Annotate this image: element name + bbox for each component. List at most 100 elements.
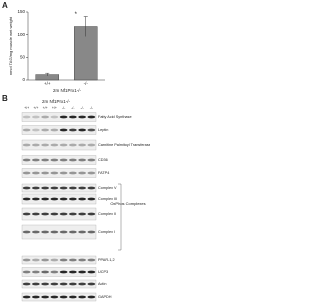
band [78,143,87,147]
band [68,282,77,286]
band [31,197,40,201]
lane-label: -/- [80,106,84,110]
band [87,295,96,299]
band [22,158,31,162]
band [41,282,50,286]
band [68,128,77,132]
band [59,128,68,132]
band [87,171,96,175]
band [78,158,87,162]
band [31,282,40,286]
band [87,128,96,132]
band [41,295,50,299]
band [22,295,31,299]
group-label: OxPhos Complexes [110,201,145,206]
band [50,258,59,262]
band [50,143,59,147]
band [87,212,96,216]
blot-label: Complex V [98,186,117,190]
blot-strip [21,125,97,135]
blot-strip [21,267,97,277]
blot-strip [21,292,97,302]
band [22,230,31,234]
band [87,270,96,274]
band [68,197,77,201]
band [41,115,50,119]
y-tick-label: 0 [22,77,25,82]
band [78,212,87,216]
band [68,115,77,119]
band [22,171,31,175]
blot-strip [21,139,97,151]
x-tick-label: -/- [84,81,89,86]
blot-strip [21,207,97,221]
band [68,158,77,162]
y-axis-label: nmol TAG/mg muscle wet weight [8,16,13,75]
band [22,115,31,119]
blot-label: Complex I [98,230,115,234]
band [87,282,96,286]
band [50,186,59,190]
blot-label: UCP3 [98,270,108,274]
band [59,270,68,274]
band [41,128,50,132]
blot-label: Actin [98,282,106,286]
blot-header: 2m Nf1Prx1-/- [42,99,71,104]
band [87,197,96,201]
band [59,115,68,119]
band [50,115,59,119]
band [68,295,77,299]
band [41,230,50,234]
blot-strip [21,224,97,240]
band [59,143,68,147]
blot-label: FATP4 [98,171,109,175]
blot-label: Complex III [98,197,117,201]
band [59,158,68,162]
band [78,115,87,119]
band [68,143,77,147]
band [78,282,87,286]
annotation: * [75,12,78,18]
band [31,115,40,119]
band [22,143,31,147]
blot-strip [21,155,97,165]
band [41,171,50,175]
band [22,186,31,190]
band [50,230,59,234]
band [31,171,40,175]
band [31,295,40,299]
lane-label: -/- [90,106,94,110]
band [68,270,77,274]
blot-strip [21,193,97,205]
band [87,158,96,162]
lane-label: +/+ [33,106,38,110]
band [78,270,87,274]
band [59,197,68,201]
band [87,186,96,190]
band [41,197,50,201]
band [68,171,77,175]
bracket [118,183,122,251]
band [31,270,40,274]
band [31,230,40,234]
panel-letter: B [2,94,8,103]
band [78,197,87,201]
blot-label: Complex II [98,212,116,216]
band [50,197,59,201]
band [41,212,50,216]
blot-strip [21,279,97,289]
blot-label: CD36 [98,158,108,162]
band [31,143,40,147]
band [78,230,87,234]
y-tick-label: 50 [20,55,26,60]
y-tick-label: 150 [17,9,25,14]
band [31,186,40,190]
x-axis-label: 2m Nf1Prx1-/- [53,88,82,93]
blot-strip [21,183,97,193]
band [59,230,68,234]
lane-label: +/+ [24,106,29,110]
band [22,212,31,216]
blot-label: Carnitine Palmitoyl Transferase-1 [98,143,150,147]
band [41,270,50,274]
band [59,295,68,299]
